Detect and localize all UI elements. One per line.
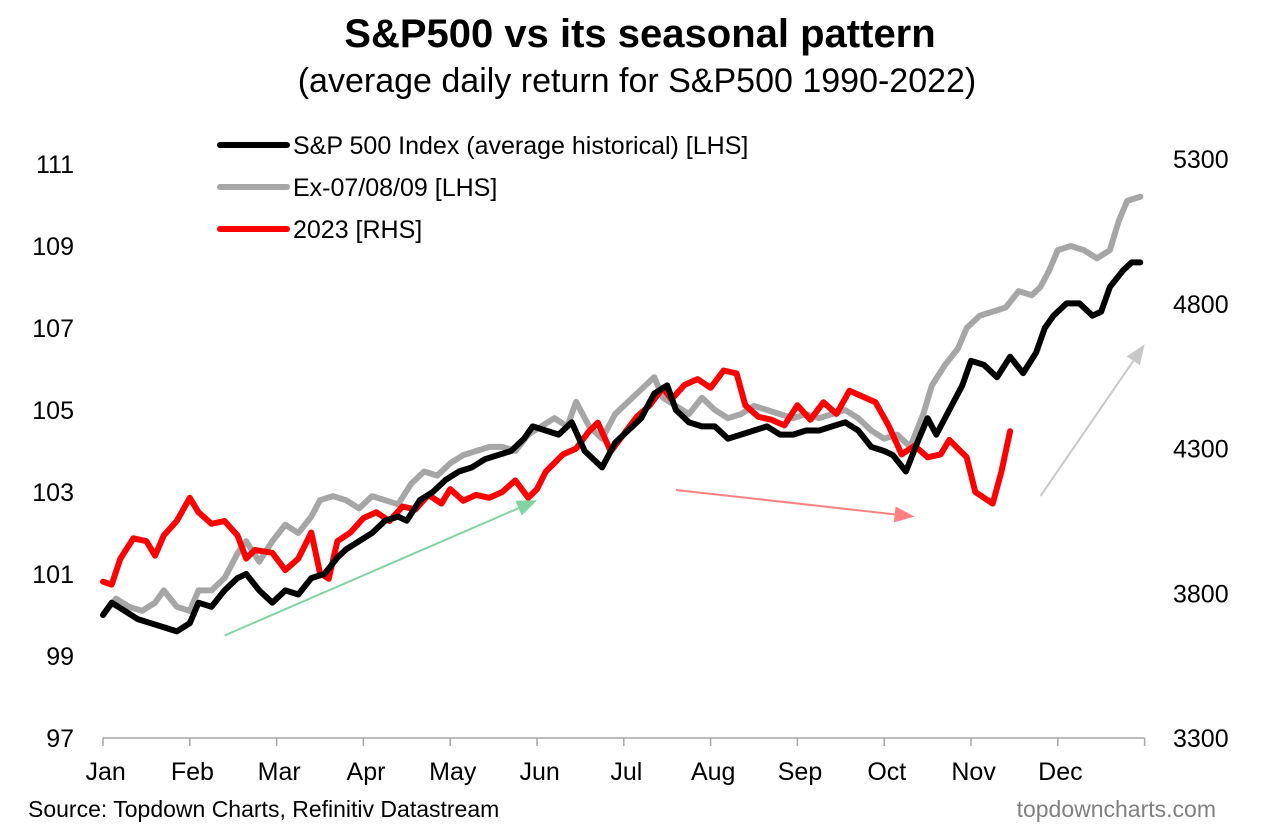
x-tick-label: Apr <box>347 758 386 786</box>
x-tick-label: Mar <box>258 758 301 786</box>
y-left-tick-label: 107 <box>32 315 74 343</box>
x-tick-label: Jul <box>610 758 642 786</box>
x-tick-label: Feb <box>171 758 214 786</box>
legend-label: 2023 [RHS] <box>293 216 422 244</box>
y-left-tick-label: 99 <box>46 643 74 671</box>
y-left-tick-label: 101 <box>32 561 74 589</box>
x-tick-label: Dec <box>1038 758 1082 786</box>
y-left-tick-label: 111 <box>36 151 74 179</box>
trend-arrow-line <box>1039 360 1135 497</box>
legend-label: Ex-07/08/09 [LHS] <box>293 174 497 202</box>
x-tick-label: Oct <box>867 758 906 786</box>
y-right-tick-label: 5300 <box>1173 146 1229 174</box>
y-left-tick-label: 105 <box>32 397 74 425</box>
y-right-tick-label: 3300 <box>1173 725 1229 753</box>
chart-title: S&P500 vs its seasonal pattern <box>344 12 935 56</box>
y-left-tick-label: 103 <box>32 479 74 507</box>
trend-arrow-line <box>224 507 520 637</box>
series-line-2023 <box>100 367 1014 588</box>
x-tick-label: Jan <box>85 758 125 786</box>
source-note: Source: Topdown Charts, Refinitiv Datast… <box>28 796 499 822</box>
x-tick-label: Jun <box>519 758 559 786</box>
x-tick-label: May <box>429 758 477 786</box>
series-layer <box>100 193 1144 635</box>
y-right-tick-label: 3800 <box>1173 580 1229 608</box>
x-tick-label: Aug <box>691 758 735 786</box>
series-line-sp500-average <box>100 259 1144 635</box>
y-left-tick-label: 97 <box>46 725 74 753</box>
trend-arrow-head <box>1126 344 1145 366</box>
series-line-ex-070809 <box>100 193 1144 618</box>
y-right-tick-label: 4800 <box>1173 291 1229 319</box>
annotation-layer <box>224 344 1145 637</box>
x-tick-label: Sep <box>778 758 822 786</box>
trend-arrow-head <box>893 506 915 523</box>
legend-label: S&P 500 Index (average historical) [LHS] <box>293 132 748 160</box>
y-right-tick-label: 4300 <box>1173 436 1229 464</box>
y-left-tick-label: 109 <box>32 233 74 261</box>
trend-arrow-head <box>515 500 537 516</box>
x-tick-label: Nov <box>951 758 996 786</box>
legend: S&P 500 Index (average historical) [LHS]… <box>217 132 748 244</box>
trend-arrow-line <box>675 488 895 516</box>
axes: Jan Feb Mar Apr May Jun Jul Aug Sep Oct Nov Dec 97 99… <box>32 146 1228 786</box>
watermark: topdowncharts.com <box>1017 796 1216 822</box>
chart-subtitle: (average daily return for S&P500 1990-20… <box>298 62 977 100</box>
